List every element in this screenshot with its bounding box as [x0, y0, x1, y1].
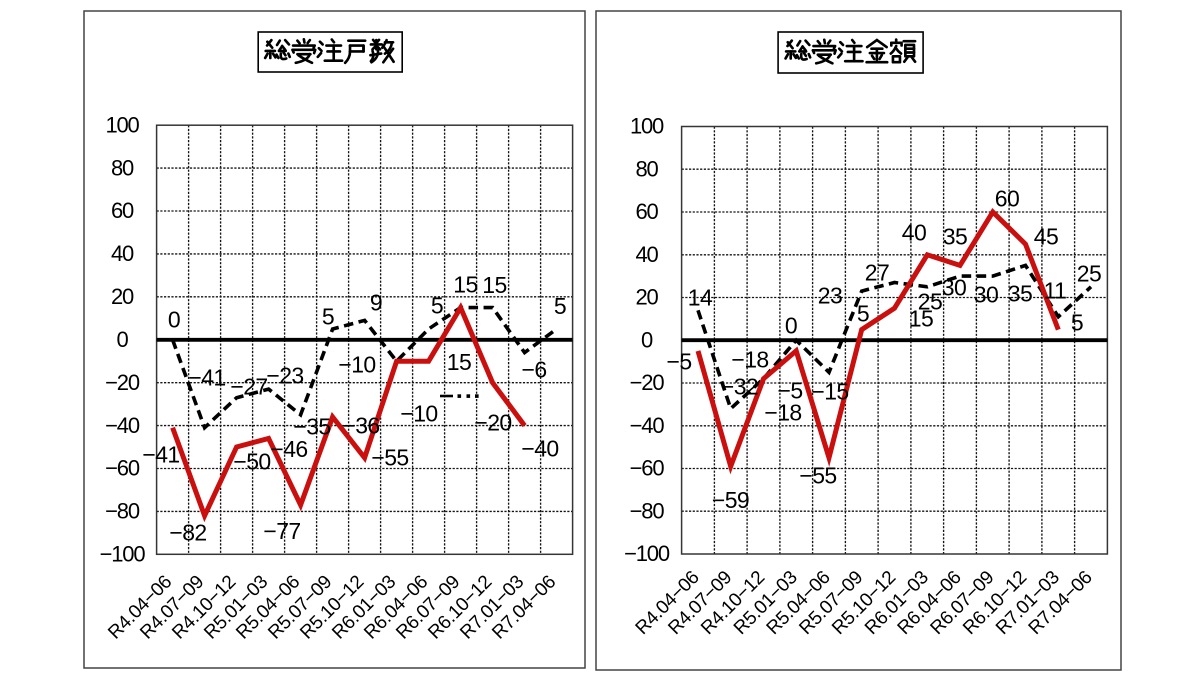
svg-text:−5: −5 [777, 378, 802, 404]
svg-text:0: 0 [168, 307, 180, 333]
svg-text:30: 30 [942, 275, 966, 301]
svg-text:80: 80 [111, 155, 134, 180]
svg-text:−55: −55 [371, 445, 408, 471]
svg-text:11: 11 [1044, 278, 1067, 304]
svg-text:−18: −18 [731, 347, 768, 373]
svg-text:−10: −10 [338, 352, 375, 378]
svg-text:−27: −27 [230, 374, 267, 400]
svg-text:15: 15 [447, 349, 471, 375]
svg-text:80: 80 [635, 156, 658, 181]
svg-text:23: 23 [818, 283, 842, 309]
svg-text:35: 35 [1008, 281, 1032, 307]
svg-text:60: 60 [995, 186, 1019, 212]
svg-text:25: 25 [1077, 261, 1101, 287]
svg-text:25: 25 [918, 289, 942, 315]
svg-text:−41: −41 [188, 365, 225, 391]
svg-text:−100: −100 [624, 541, 670, 566]
svg-text:60: 60 [111, 198, 134, 223]
svg-text:100: 100 [105, 112, 139, 137]
svg-text:−20: −20 [474, 410, 511, 436]
svg-text:40: 40 [111, 241, 134, 266]
svg-text:−40: −40 [630, 413, 665, 438]
svg-text:15: 15 [453, 272, 477, 298]
svg-text:5: 5 [431, 293, 443, 319]
svg-text:15: 15 [482, 272, 506, 298]
svg-text:−18: −18 [764, 400, 801, 426]
svg-text:−50: −50 [233, 449, 270, 475]
svg-text:−80: −80 [630, 499, 665, 524]
svg-text:−23: −23 [266, 363, 303, 389]
svg-text:−32: −32 [721, 374, 758, 400]
svg-text:−60: −60 [630, 456, 665, 481]
svg-text:−100: −100 [100, 542, 146, 567]
svg-text:−15: −15 [811, 379, 848, 405]
svg-text:−6: −6 [521, 357, 546, 383]
svg-text:−36: −36 [342, 413, 379, 439]
svg-text:20: 20 [635, 285, 658, 310]
svg-text:−5: −5 [666, 349, 691, 375]
svg-text:−41: −41 [142, 442, 179, 468]
svg-text:15: 15 [909, 306, 933, 332]
svg-text:27: 27 [865, 260, 889, 286]
svg-text:−20: −20 [630, 370, 665, 395]
svg-text:−82: −82 [169, 520, 206, 546]
svg-text:−59: −59 [712, 487, 749, 513]
svg-text:5: 5 [554, 293, 566, 319]
svg-text:−80: −80 [105, 499, 140, 524]
svg-text:100: 100 [630, 114, 664, 139]
svg-text:0: 0 [641, 327, 653, 352]
svg-text:60: 60 [635, 199, 658, 224]
svg-text:9: 9 [370, 290, 382, 316]
svg-text:−40: −40 [105, 413, 140, 438]
svg-text:45: 45 [1034, 224, 1058, 250]
svg-text:40: 40 [635, 242, 658, 267]
svg-text:−60: −60 [105, 456, 140, 481]
svg-text:−55: −55 [799, 463, 836, 489]
svg-text:−20: −20 [105, 370, 140, 395]
svg-text:30: 30 [974, 282, 998, 308]
svg-text:−46: −46 [270, 436, 307, 462]
svg-text:−40: −40 [521, 436, 558, 462]
svg-text:5: 5 [1071, 310, 1083, 336]
svg-text:20: 20 [111, 284, 134, 309]
svg-text:0: 0 [785, 313, 797, 339]
svg-text:35: 35 [943, 224, 967, 250]
svg-text:0: 0 [116, 327, 128, 352]
svg-text:−10: −10 [400, 401, 437, 427]
svg-text:14: 14 [688, 285, 713, 311]
svg-text:5: 5 [857, 301, 869, 327]
svg-text:5: 5 [322, 304, 334, 330]
svg-text:−35: −35 [293, 414, 330, 440]
svg-text:−77: −77 [263, 518, 300, 544]
svg-text:40: 40 [902, 220, 926, 246]
